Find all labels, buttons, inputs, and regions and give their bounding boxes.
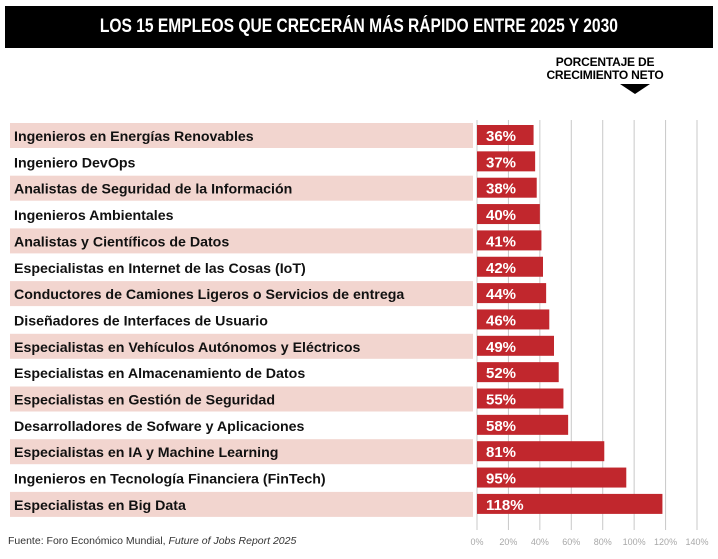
row-band (10, 439, 473, 465)
value-axis-title-line-2: CRECIMIENTO NETO (546, 67, 664, 82)
bar-value-label: 38% (486, 181, 516, 198)
x-tick-label: 100% (623, 537, 646, 547)
category-label: Ingenieros en Tecnología Financiera (Fin… (14, 472, 326, 488)
bar-value-label: 41% (486, 233, 516, 250)
row-band (10, 175, 473, 201)
source-report-title: Future of Jobs Report 2025 (168, 535, 297, 547)
x-tick-label: 0% (470, 537, 483, 547)
category-label: Especialistas en IA y Machine Learning (14, 445, 278, 461)
bar (477, 493, 663, 514)
bar (477, 441, 605, 462)
x-axis-ticks: 0% 20% 40% 60% 80% 100% 120% 140% (470, 537, 708, 547)
bar-value-label: 58% (486, 418, 516, 435)
category-label: Desarrolladores de Sofware y Aplicacione… (14, 419, 305, 435)
category-label: Analistas y Científicos de Datos (14, 234, 229, 250)
bar-value-label: 37% (486, 154, 516, 171)
category-label: Especialistas en Big Data (14, 498, 186, 514)
bar (477, 283, 547, 304)
bar (477, 388, 564, 409)
category-label: Diseñadores de Interfaces de Usuario (14, 313, 268, 329)
value-axis-title: PORCENTAJE DE CRECIMIENTO NETO (545, 56, 665, 81)
x-tick-label: 40% (531, 537, 549, 547)
bar-value-label: 40% (486, 207, 516, 224)
bar (477, 414, 569, 435)
category-labels: Ingenieros en Energías Renovables Ingenie… (14, 129, 404, 514)
value-axis-title-line-1: PORCENTAJE DE (555, 55, 655, 69)
x-tick-label: 60% (562, 537, 580, 547)
row-band (10, 281, 473, 307)
row-band (10, 333, 473, 359)
bar-value-label: 42% (486, 260, 516, 277)
row-band (10, 123, 473, 148)
row-bands (10, 123, 473, 517)
x-tick-label: 120% (654, 537, 677, 547)
category-label: Especialistas en Gestión de Seguridad (14, 393, 275, 409)
bar (477, 335, 554, 356)
bar (477, 204, 540, 225)
source-prefix: Fuente: Foro Económico Mundial, (8, 535, 169, 547)
bar-value-label: 95% (486, 471, 516, 488)
bar (477, 230, 542, 251)
row-band (10, 228, 473, 254)
bar-value-label: 49% (486, 339, 516, 356)
bar (477, 256, 543, 277)
category-label: Conductores de Camiones Ligeros o Servic… (14, 287, 404, 303)
bars: 36% 37% 38% 40% 41% 42% 44% 46% 49% 52% 55% 58% 81% 9… (477, 125, 663, 514)
bar (477, 177, 537, 198)
category-label: Especialistas en Vehículos Autónomos y E… (14, 340, 361, 356)
bar-value-label: 81% (486, 444, 516, 461)
bar-value-label: 46% (486, 312, 516, 329)
row-band (10, 386, 473, 412)
category-label: Analistas de Seguridad de la Información (14, 182, 292, 198)
category-label: Especialistas en Almacenamiento de Datos (14, 366, 305, 382)
row-band (10, 491, 473, 517)
bar-value-label: 36% (486, 128, 516, 145)
x-tick-label: 20% (499, 537, 517, 547)
category-label: Ingeniero DevOps (14, 155, 136, 171)
bar-value-label: 44% (486, 286, 516, 303)
bar (477, 151, 536, 172)
x-tick-label: 140% (685, 537, 708, 547)
bar-value-label: 52% (486, 365, 516, 382)
down-arrow-icon (620, 84, 650, 94)
bar-value-label: 118% (486, 497, 524, 514)
category-label: Ingenieros en Energías Renovables (14, 129, 254, 145)
bar (477, 467, 627, 488)
chart-title: LOS 15 EMPLEOS QUE CRECERÁN MÁS RÁPIDO E… (99, 16, 619, 37)
source-note: Fuente: Foro Económico Mundial, Future o… (8, 535, 296, 547)
bar (477, 362, 559, 383)
bar (477, 125, 534, 145)
chart-title-bar: LOS 15 EMPLEOS QUE CRECERÁN MÁS RÁPIDO E… (5, 6, 713, 48)
category-label: Especialistas en Internet de las Cosas (… (14, 261, 306, 277)
bar-value-label: 55% (486, 392, 516, 409)
category-label: Ingenieros Ambientales (14, 208, 174, 224)
bar (477, 309, 550, 330)
x-tick-label: 80% (594, 537, 612, 547)
